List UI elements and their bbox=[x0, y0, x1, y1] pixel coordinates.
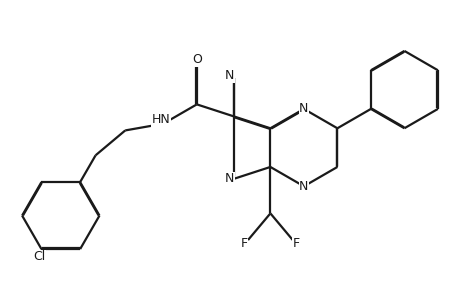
Text: F: F bbox=[240, 237, 247, 250]
Text: N: N bbox=[224, 172, 234, 185]
Text: F: F bbox=[292, 237, 300, 250]
Text: HN: HN bbox=[151, 113, 170, 126]
Text: N: N bbox=[298, 102, 308, 116]
Text: O: O bbox=[191, 53, 202, 66]
Text: Cl: Cl bbox=[34, 250, 45, 263]
Text: N: N bbox=[224, 69, 234, 82]
Text: N: N bbox=[298, 180, 308, 193]
